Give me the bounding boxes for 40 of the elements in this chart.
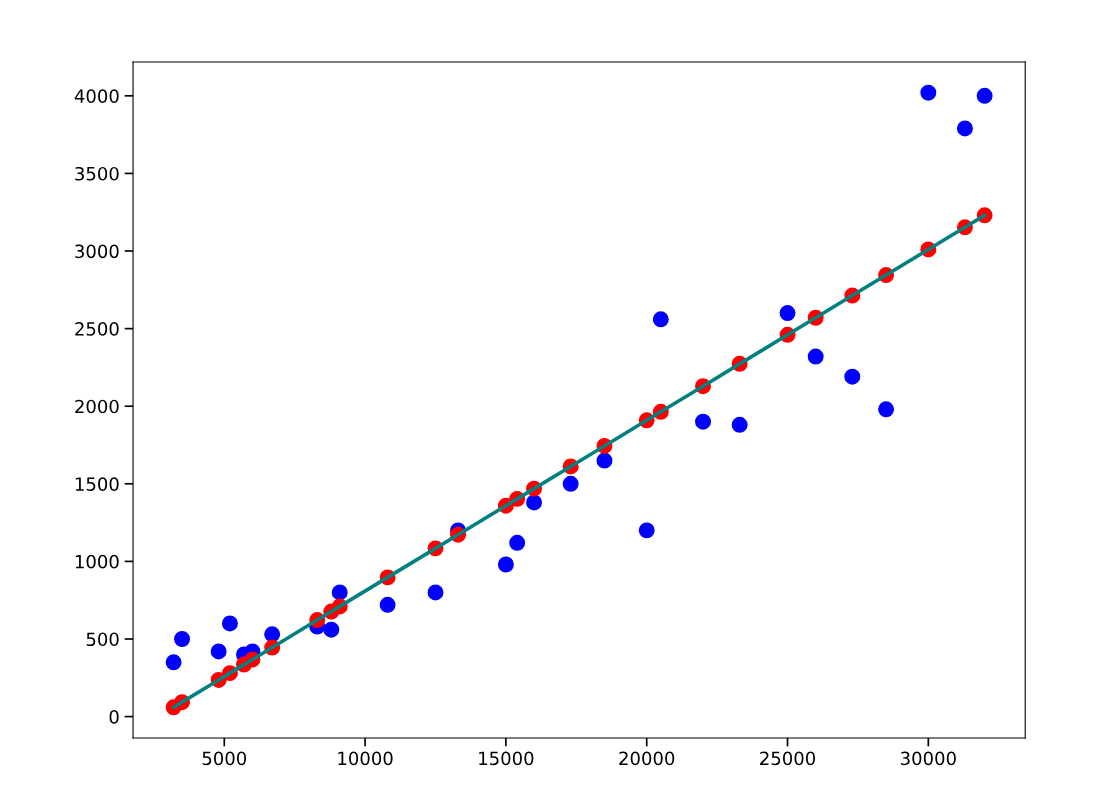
point bbox=[331, 584, 348, 601]
point bbox=[497, 556, 514, 573]
point bbox=[562, 475, 579, 492]
y-tick-label: 500 bbox=[86, 632, 119, 647]
y-tick-label: 1000 bbox=[75, 554, 119, 569]
x-tick-label: 15000 bbox=[479, 751, 534, 766]
point bbox=[976, 87, 993, 104]
y-tick-label: 2000 bbox=[75, 399, 119, 414]
y-tick-label: 3000 bbox=[75, 244, 119, 259]
y-tick-label: 3500 bbox=[75, 166, 119, 181]
point bbox=[323, 621, 340, 638]
y-tick-label: 4000 bbox=[74, 89, 119, 103]
y-tick-label: 2500 bbox=[75, 322, 119, 336]
y-tick-label: 1500 bbox=[75, 477, 119, 491]
point bbox=[807, 348, 824, 365]
point bbox=[509, 534, 526, 551]
point bbox=[526, 494, 543, 511]
x-tick-label: 10000 bbox=[338, 751, 393, 766]
point bbox=[731, 416, 748, 433]
point bbox=[174, 631, 191, 647]
point bbox=[210, 643, 227, 660]
x-tick-label: 30000 bbox=[900, 751, 956, 766]
point bbox=[596, 452, 613, 469]
point bbox=[695, 413, 712, 430]
point bbox=[379, 596, 396, 613]
point bbox=[165, 654, 182, 671]
point bbox=[844, 368, 861, 385]
point bbox=[779, 305, 796, 322]
x-tick-label: 5000 bbox=[202, 751, 247, 766]
x-tick-label: 20000 bbox=[619, 751, 675, 766]
x-tick-label: 25000 bbox=[760, 751, 816, 766]
point bbox=[920, 84, 937, 101]
point bbox=[956, 120, 973, 137]
y-tick-label: 0 bbox=[109, 710, 119, 724]
point bbox=[652, 311, 669, 328]
point bbox=[878, 401, 895, 418]
point bbox=[427, 584, 444, 601]
point bbox=[638, 522, 655, 539]
point bbox=[264, 626, 281, 643]
point bbox=[221, 615, 238, 632]
